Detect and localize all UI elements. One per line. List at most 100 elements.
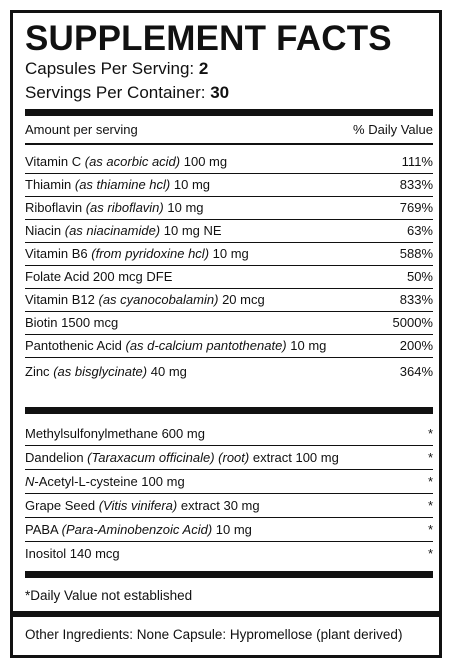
daily-value: * [427,498,433,513]
nutrient-source: (as bisglycinate) [53,364,148,379]
row-divider [25,173,433,174]
table-row: Vitamin C (as acorbic acid) 100 mg 111% [25,151,433,173]
nutrient-source: (as d-calcium pantothenate) [125,338,287,353]
ingredient-text: extract 30 mg [177,498,260,513]
nutrient-label: Thiamin [25,177,72,192]
nutrient-label: Niacin [25,223,62,238]
divider-header [25,143,433,145]
daily-value: 833% [399,292,433,307]
nutrient-amount: 40 mg [150,364,187,379]
divider-thick [25,407,433,414]
row-divider [25,541,433,542]
daily-value: * [427,426,433,441]
nutrient-source: (as niacinamide) [64,223,161,238]
row-divider [25,445,433,446]
ingredient-text: (Taraxacum officinale) (root) [87,450,250,465]
nutrient-label: Zinc [25,364,50,379]
capsules-per-serving-value: 2 [198,59,209,78]
servings-per-container: Servings Per Container: 30 [25,83,229,103]
daily-value: * [427,546,433,561]
nutrient-source: (as acorbic acid) [84,154,181,169]
table-row: Methylsulfonylmethane 600 mg * [25,423,433,445]
daily-value: * [427,450,433,465]
ingredient-text: (Para-Aminobenzoic Acid) [61,522,213,537]
table-row: N-Acetyl-L-cysteine 100 mg * [25,471,433,493]
row-divider [25,288,433,289]
divider-thick [25,109,433,116]
nutrient-name: Vitamin B6 (from pyridoxine hcl) 10 mg [25,243,249,265]
ingredient-text: N [25,474,35,489]
nutrient-name: Vitamin B12 (as cyanocobalamin) 20 mcg [25,289,265,311]
row-divider [25,242,433,243]
daily-value: 588% [399,246,433,261]
row-divider [25,196,433,197]
ingredient-text: extract 100 mg [249,450,339,465]
ingredient-text: (Vitis vinifera) [98,498,178,513]
table-row: Pantothenic Acid (as d-calcium pantothen… [25,335,433,357]
footnote: *Daily Value not established [25,588,193,603]
ingredient-text: Inositol 140 mcg [25,546,120,561]
ingredient-name: PABA (Para-Aminobenzoic Acid) 10 mg [25,519,252,541]
nutrient-amount: 10 mg [173,177,211,192]
nutrient-name: Riboflavin (as riboflavin) 10 mg [25,197,204,219]
row-divider [25,357,433,358]
nutrient-source: (as thiamine hcl) [74,177,171,192]
nutrient-label: Vitamin B6 [25,246,88,261]
row-divider [25,469,433,470]
servings-per-container-value: 30 [210,83,230,102]
supplement-facts-panel: SUPPLEMENT FACTS Capsules Per Serving: 2… [10,10,442,614]
row-divider [25,334,433,335]
nutrient-name: Thiamin (as thiamine hcl) 10 mg [25,174,210,196]
table-row: Inositol 140 mcg * [25,543,433,565]
nutrient-name: Niacin (as niacinamide) 10 mg NE [25,220,222,242]
daily-value: 63% [406,223,433,238]
table-header: Amount per serving % Daily Value [25,119,433,141]
row-divider [25,493,433,494]
nutrient-label: Biotin 1500 mcg [25,315,119,330]
daily-value: 833% [399,177,433,192]
ingredient-text: PABA [25,522,62,537]
table-row: Grape Seed (Vitis vinifera) extract 30 m… [25,495,433,517]
table-row: Thiamin (as thiamine hcl) 10 mg 833% [25,174,433,196]
amount-per-serving-header: Amount per serving [25,122,138,137]
daily-value: * [427,474,433,489]
nutrient-source: (from pyridoxine hcl) [91,246,210,261]
daily-value: 200% [399,338,433,353]
ingredient-text: -Acetyl-L-cysteine 100 mg [34,474,185,489]
other-ingredients: Other Ingredients: None Capsule: Hyprome… [25,627,403,642]
table-row: Biotin 1500 mcg 5000% [25,312,433,334]
ingredient-name: Inositol 140 mcg [25,543,120,565]
nutrient-label: Riboflavin [25,200,83,215]
nutrient-label: Folate Acid 200 mcg DFE [25,269,173,284]
table-row: Vitamin B6 (from pyridoxine hcl) 10 mg 58… [25,243,433,265]
nutrient-amount: 10 mg [290,338,327,353]
servings-per-container-label: Servings Per Container: [25,83,206,102]
row-divider [25,219,433,220]
row-divider [25,517,433,518]
daily-value: 50% [406,269,433,284]
row-divider [25,311,433,312]
nutrient-amount: 10 mg [167,200,204,215]
daily-value: 769% [399,200,433,215]
daily-value: * [427,522,433,537]
ingredient-name: N-Acetyl-L-cysteine 100 mg [25,471,185,493]
nutrient-name: Zinc (as bisglycinate) 40 mg [25,361,187,383]
ingredient-text: Dandelion [25,450,88,465]
table-row: Niacin (as niacinamide) 10 mg NE 63% [25,220,433,242]
panel-title: SUPPLEMENT FACTS [25,19,392,58]
daily-value: 364% [399,364,433,379]
ingredient-name: Grape Seed (Vitis vinifera) extract 30 m… [25,495,260,517]
nutrient-amount: 20 mcg [222,292,265,307]
table-row: Vitamin B12 (as cyanocobalamin) 20 mcg 83… [25,289,433,311]
nutrient-amount: 10 mg NE [163,223,222,238]
ingredient-text: Grape Seed [25,498,99,513]
divider-thick [25,571,433,578]
nutrient-amount: 100 mg [183,154,228,169]
nutrient-label: Pantothenic Acid [25,338,122,353]
nutrient-amount: 10 mg [212,246,249,261]
table-row: Riboflavin (as riboflavin) 10 mg 769% [25,197,433,219]
nutrient-name: Biotin 1500 mcg [25,312,118,334]
table-row: Dandelion (Taraxacum officinale) (root) … [25,447,433,469]
ingredient-text: 10 mg [212,522,252,537]
ingredient-text: Methylsulfonylmethane 600 mg [25,426,205,441]
